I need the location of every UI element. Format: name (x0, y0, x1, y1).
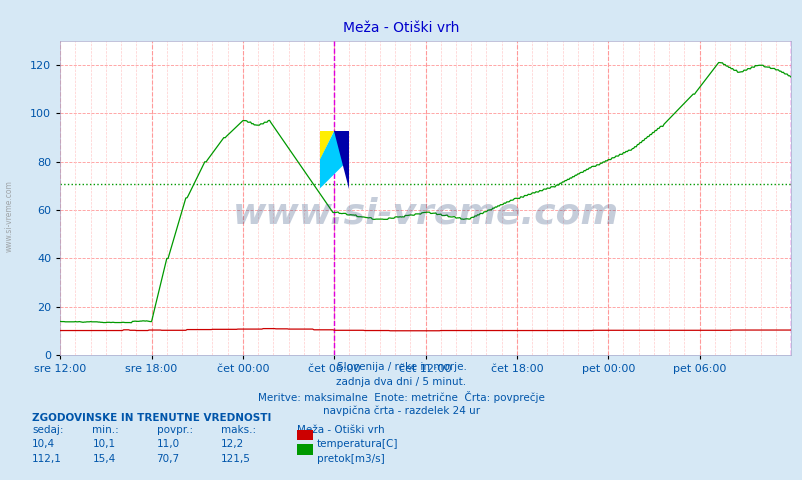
Text: Meritve: maksimalne  Enote: metrične  Črta: povprečje: Meritve: maksimalne Enote: metrične Črta… (257, 391, 545, 403)
Text: sedaj:: sedaj: (32, 425, 63, 435)
Text: www.si-vreme.com: www.si-vreme.com (5, 180, 14, 252)
Text: 11,0: 11,0 (156, 439, 180, 449)
Text: www.si-vreme.com: www.si-vreme.com (233, 197, 618, 231)
Text: Meža - Otiški vrh: Meža - Otiški vrh (297, 425, 384, 435)
Text: pretok[m3/s]: pretok[m3/s] (317, 454, 384, 464)
Text: 15,4: 15,4 (92, 454, 115, 464)
Text: maks.:: maks.: (221, 425, 256, 435)
Text: ZGODOVINSKE IN TRENUTNE VREDNOSTI: ZGODOVINSKE IN TRENUTNE VREDNOSTI (32, 413, 271, 423)
Text: navpična črta - razdelek 24 ur: navpična črta - razdelek 24 ur (322, 406, 480, 416)
Text: temperatura[C]: temperatura[C] (317, 439, 398, 449)
Text: povpr.:: povpr.: (156, 425, 192, 435)
Polygon shape (319, 131, 334, 160)
Text: 121,5: 121,5 (221, 454, 250, 464)
Text: 70,7: 70,7 (156, 454, 180, 464)
Text: 12,2: 12,2 (221, 439, 244, 449)
Polygon shape (319, 131, 348, 189)
Text: 10,1: 10,1 (92, 439, 115, 449)
Text: 112,1: 112,1 (32, 454, 62, 464)
Text: min.:: min.: (92, 425, 119, 435)
Polygon shape (334, 131, 348, 189)
Text: zadnja dva dni / 5 minut.: zadnja dva dni / 5 minut. (336, 377, 466, 387)
Text: 10,4: 10,4 (32, 439, 55, 449)
Text: Meža - Otiški vrh: Meža - Otiški vrh (343, 21, 459, 35)
Text: Slovenija / reke in morje.: Slovenija / reke in morje. (336, 362, 466, 372)
